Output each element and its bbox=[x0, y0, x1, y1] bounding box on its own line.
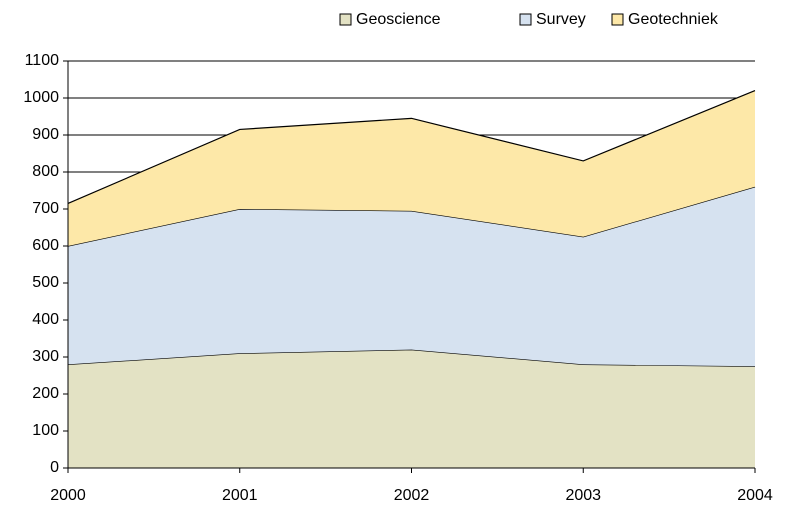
y-tick-label: 1000 bbox=[23, 89, 59, 106]
x-tick-label: 2004 bbox=[737, 487, 773, 504]
y-tick-label: 400 bbox=[32, 311, 59, 328]
y-tick-label: 0 bbox=[50, 459, 59, 476]
y-tick-label: 1100 bbox=[25, 52, 60, 69]
x-tick-label: 2003 bbox=[565, 487, 601, 504]
area bbox=[68, 186, 755, 367]
y-tick-label: 200 bbox=[32, 385, 59, 402]
y-tick-label: 900 bbox=[32, 126, 59, 143]
area-edge bbox=[67, 90, 756, 205]
legend-swatch bbox=[519, 13, 532, 26]
y-tick-label: 500 bbox=[32, 274, 59, 291]
x-tick-label: 2002 bbox=[394, 487, 430, 504]
area bbox=[68, 349, 755, 468]
y-tick-label: 300 bbox=[32, 348, 59, 365]
legend-label: Geotechniek bbox=[628, 11, 719, 28]
x-tick-label: 2001 bbox=[222, 487, 258, 504]
y-tick-label: 700 bbox=[32, 200, 59, 217]
legend-label: Survey bbox=[536, 11, 586, 28]
legend-label: Geoscience bbox=[356, 11, 441, 28]
y-tick-label: 100 bbox=[32, 422, 59, 439]
legend-swatch bbox=[339, 13, 352, 26]
y-tick-label: 600 bbox=[32, 237, 59, 254]
y-tick-label: 800 bbox=[32, 163, 59, 180]
x-tick-label: 2000 bbox=[50, 487, 86, 504]
legend-swatch bbox=[611, 13, 624, 26]
